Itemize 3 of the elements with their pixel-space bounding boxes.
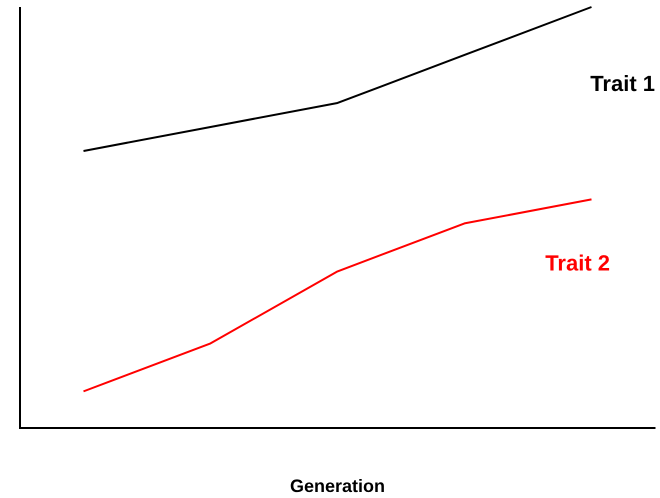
series-label: Trait 2 [545,250,610,276]
text: Trait 1 [590,71,655,96]
x-axis-title: Generation [290,476,386,496]
